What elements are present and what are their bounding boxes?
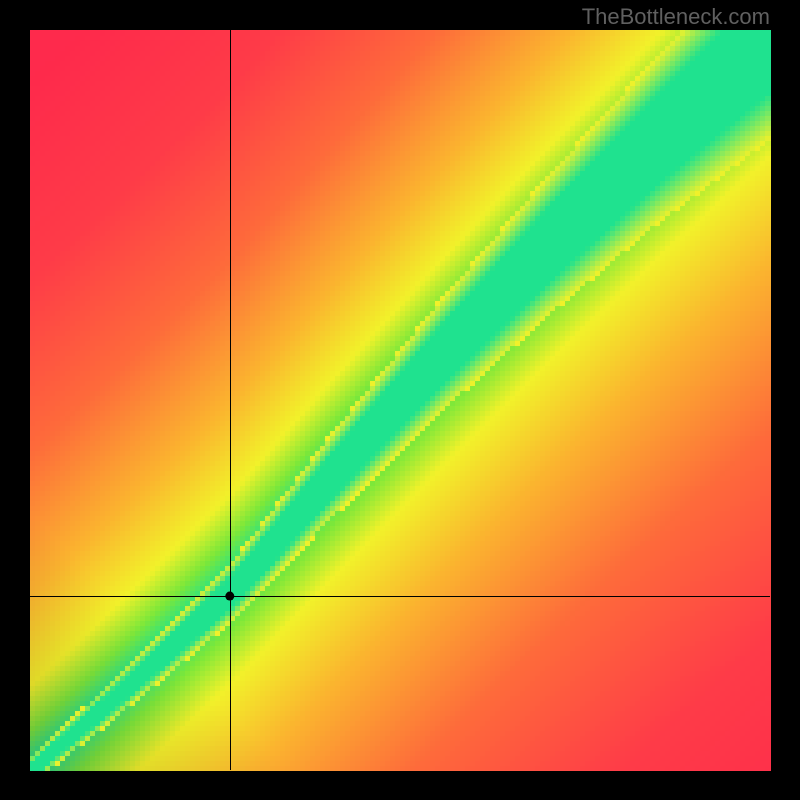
bottleneck-heatmap-canvas [0,0,800,800]
chart-container: TheBottleneck.com [0,0,800,800]
source-watermark: TheBottleneck.com [582,4,770,30]
